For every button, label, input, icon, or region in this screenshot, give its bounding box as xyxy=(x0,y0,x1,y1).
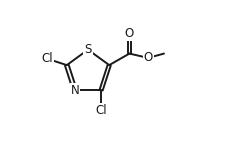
Text: Cl: Cl xyxy=(42,52,53,65)
Text: O: O xyxy=(125,27,134,40)
Text: S: S xyxy=(84,43,92,56)
Text: N: N xyxy=(70,84,79,97)
Text: O: O xyxy=(144,51,153,64)
Text: Cl: Cl xyxy=(95,104,107,117)
